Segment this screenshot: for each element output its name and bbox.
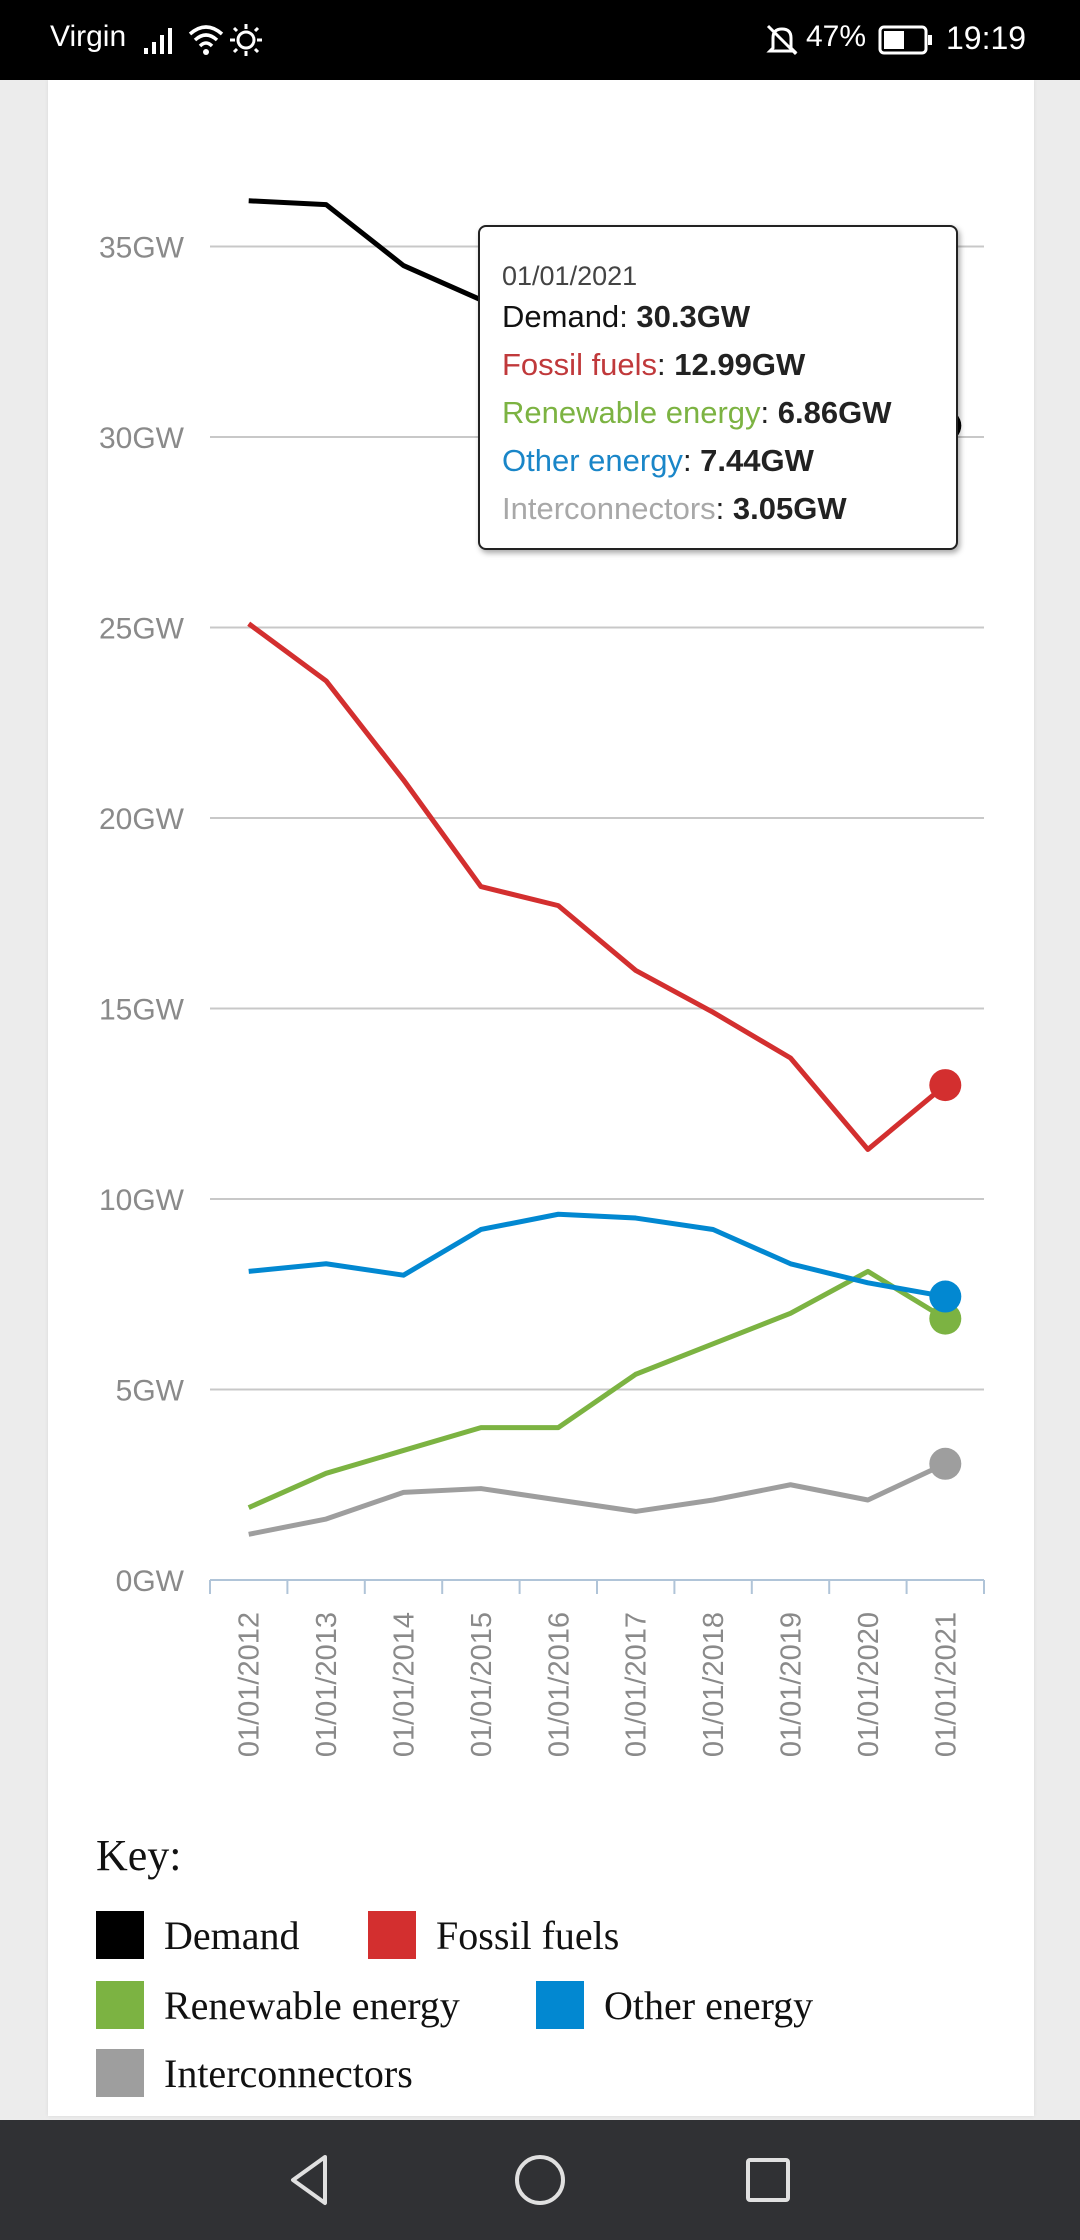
y-tick-label: 10GW [99,1184,185,1217]
x-tick-label: 01/01/2014 [389,1612,421,1757]
y-tick-label: 35GW [99,232,185,265]
legend-swatch [368,1911,416,1959]
home-circle-icon [515,2155,565,2205]
x-tick-label: 01/01/2012 [234,1612,266,1757]
series-line [247,621,947,1152]
legend-item[interactable]: Interconnectors [96,2048,413,2098]
back-button[interactable] [250,2120,370,2240]
tooltip-series-value: 3.05GW [732,491,847,526]
legend-item[interactable]: Fossil fuels [368,1910,619,1960]
battery-percent: 47% [806,20,867,53]
highlight-point [929,1302,962,1335]
cellular-signal-icon [144,28,172,54]
tooltip-row: Renewable energy: 6.86GW [502,395,892,430]
tooltip-series-value: 30.3GW [636,299,751,334]
chart-tooltip: 01/01/2021 Demand: 30.3GW Fossil fuels: 1… [478,225,958,550]
legend-item[interactable]: Demand [96,1910,300,1960]
legend-swatch [96,1911,144,1959]
tooltip-row: Interconnectors: 3.05GW [502,491,847,526]
x-tick-label: 01/01/2018 [698,1612,730,1757]
y-tick-label: 25GW [99,613,185,646]
x-tick-label: 01/01/2020 [853,1612,885,1757]
x-tick-label: 01/01/2013 [311,1612,343,1757]
tooltip-series-label: Fossil fuels [502,347,658,382]
legend-title: Key: [96,1831,182,1880]
notifications-muted-icon [766,24,798,56]
status-bar: Virgin 47% 19:19 [0,0,1080,80]
y-tick-label: 0GW [116,1565,185,1598]
x-tick-label: 01/01/2016 [543,1612,575,1757]
legend-label: Demand [164,1912,300,1958]
x-tick-label: 01/01/2015 [466,1612,498,1757]
tooltip-series-value: 7.44GW [700,443,814,478]
home-button[interactable] [480,2120,600,2240]
x-tick-label: 01/01/2017 [621,1612,653,1757]
highlight-point [929,1447,962,1480]
tooltip-series-label: Other energy [502,443,683,478]
legend-label: Interconnectors [164,2050,413,2096]
x-tick-label: 01/01/2019 [776,1612,808,1757]
highlight-point [929,1069,962,1102]
recents-button[interactable] [708,2120,828,2240]
wifi-icon [188,25,224,55]
tooltip-row: Other energy: 7.44GW [502,443,814,478]
navigation-bar [0,2120,1080,2240]
tooltip-series-label: Interconnectors [502,491,716,526]
legend-label: Other energy [604,1982,814,2028]
legend-swatch [536,1981,584,2029]
chart-card: 0GW 5GW 10GW 15GW 20GW 25GW 30GW 35GW 01/01/2012… [48,80,1034,2116]
series-line [248,1461,947,1537]
legend-item[interactable]: Other energy [536,1980,813,2030]
recents-square-icon [746,2158,790,2202]
tooltip-series-value: 6.86GW [777,395,892,430]
legend-swatch [96,2049,144,2097]
carrier-name: Virgin [50,20,127,53]
tooltip-series-label: Renewable energy [502,395,761,430]
clock: 19:19 [946,20,1027,56]
legend-label: Fossil fuels [436,1912,620,1958]
legend-label: Renewable energy [164,1982,460,2028]
x-tick-label: 01/01/2021 [930,1612,962,1757]
series-line [248,1211,946,1299]
tooltip-row: Demand: 30.3GW [502,299,751,334]
tooltip-series-label: Demand [502,299,620,334]
series-line [247,1268,947,1510]
tooltip-date: 01/01/2021 [502,261,638,291]
y-tick-label: 15GW [99,994,185,1027]
battery-icon [878,25,932,55]
back-triangle-icon [291,2155,327,2205]
tooltip-series-value: 12.99GW [674,347,806,382]
y-tick-label: 5GW [116,1375,185,1408]
tooltip-row: Fossil fuels: 12.99GW [502,347,806,382]
brightness-icon [230,24,262,56]
highlight-point [929,1280,962,1313]
chart-legend: Key: Demand Fossil fuels Renewable energy O… [96,1830,996,2097]
legend-swatch [96,1981,144,2029]
legend-item[interactable]: Renewable energy [96,1980,460,2030]
y-tick-label: 30GW [99,422,185,455]
y-tick-label: 20GW [99,803,185,836]
